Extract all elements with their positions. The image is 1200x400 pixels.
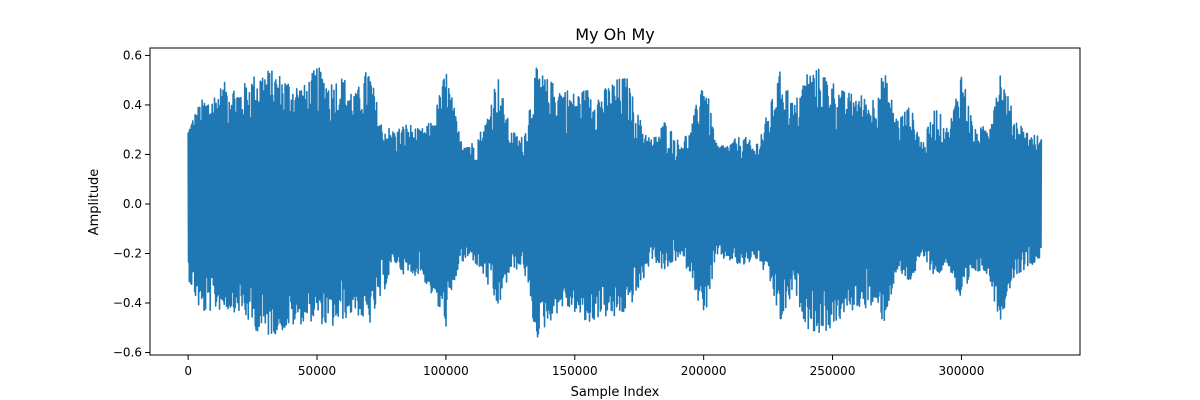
x-tick-label: 100000 [423, 364, 469, 378]
y-axis: −0.6 −0.4 −0.2 0.0 0.2 0.4 0.6 [113, 48, 150, 360]
plot-frame [149, 47, 1081, 356]
y-tick-label: −0.2 [113, 246, 142, 260]
x-tick-label: 150000 [552, 364, 598, 378]
y-tick-label: 0.4 [123, 98, 142, 112]
x-tick-label: 200000 [681, 364, 727, 378]
x-axis: 0 50000 100000 150000 200000 250000 300000 [184, 355, 984, 378]
x-tick-label: 300000 [939, 364, 985, 378]
y-tick-label: 0.2 [123, 147, 142, 161]
y-tick-label: 0.6 [123, 48, 142, 62]
x-tick-label: 50000 [298, 364, 336, 378]
chart-title: My Oh My [575, 25, 654, 44]
y-tick-label: −0.4 [113, 296, 142, 310]
plot-area [187, 67, 1043, 338]
x-axis-title: Sample Index [571, 385, 660, 400]
x-tick-label: 250000 [810, 364, 856, 378]
y-tick-label: −0.6 [113, 346, 142, 360]
waveform-line [187, 67, 1043, 338]
y-axis-title: Amplitude [87, 169, 102, 236]
y-tick-label: 0.0 [123, 197, 142, 211]
x-tick-label: 0 [184, 364, 192, 378]
